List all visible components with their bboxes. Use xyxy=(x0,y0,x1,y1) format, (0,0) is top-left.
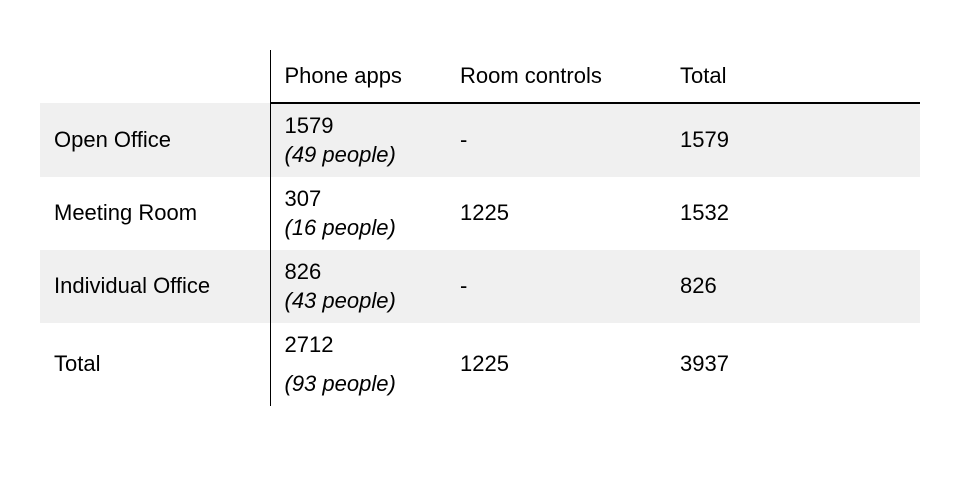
row-total: 1532 xyxy=(680,187,920,239)
row-phone-apps: 826 (43 people) xyxy=(271,250,461,323)
data-table: Phone apps Room controls Total Open Offi… xyxy=(40,50,920,406)
row-total: 1579 xyxy=(680,114,920,166)
row-room-controls: - xyxy=(460,260,680,312)
row-label: Total xyxy=(40,338,270,390)
table-row: Meeting Room 307 (16 people) 1225 1532 xyxy=(40,177,920,250)
row-label: Individual Office xyxy=(40,260,270,312)
row-phone-apps: 1579 (49 people) xyxy=(271,104,461,177)
row-phone-apps: 2712 (93 people) xyxy=(271,323,461,406)
row-phone-apps-sub: (93 people) xyxy=(285,370,461,398)
table-header-phone-apps: Phone apps xyxy=(271,54,461,98)
row-phone-apps-value: 1579 xyxy=(285,112,461,140)
table-header-blank xyxy=(40,64,270,88)
row-room-controls: - xyxy=(460,114,680,166)
row-room-controls: 1225 xyxy=(460,338,680,390)
table-row: Open Office 1579 (49 people) - 1579 xyxy=(40,103,920,177)
table-row: Individual Office 826 (43 people) - 826 xyxy=(40,250,920,323)
row-phone-apps-value: 2712 xyxy=(285,331,461,359)
row-label: Meeting Room xyxy=(40,187,270,239)
row-total: 826 xyxy=(680,260,920,312)
table-header-room-controls: Room controls xyxy=(460,50,680,102)
row-total: 3937 xyxy=(680,338,920,390)
table-header-row: Phone apps Room controls Total xyxy=(40,50,920,103)
row-phone-apps-sub: (49 people) xyxy=(285,141,461,169)
row-phone-apps-value: 826 xyxy=(285,258,461,286)
table-row-total: Total 2712 (93 people) 1225 3937 xyxy=(40,323,920,406)
row-phone-apps-value: 307 xyxy=(285,185,461,213)
row-phone-apps-sub: (43 people) xyxy=(285,287,461,315)
table-header-total: Total xyxy=(680,50,920,102)
row-phone-apps: 307 (16 people) xyxy=(271,177,461,250)
row-phone-apps-sub: (16 people) xyxy=(285,214,461,242)
row-label: Open Office xyxy=(40,114,270,166)
row-room-controls: 1225 xyxy=(460,187,680,239)
